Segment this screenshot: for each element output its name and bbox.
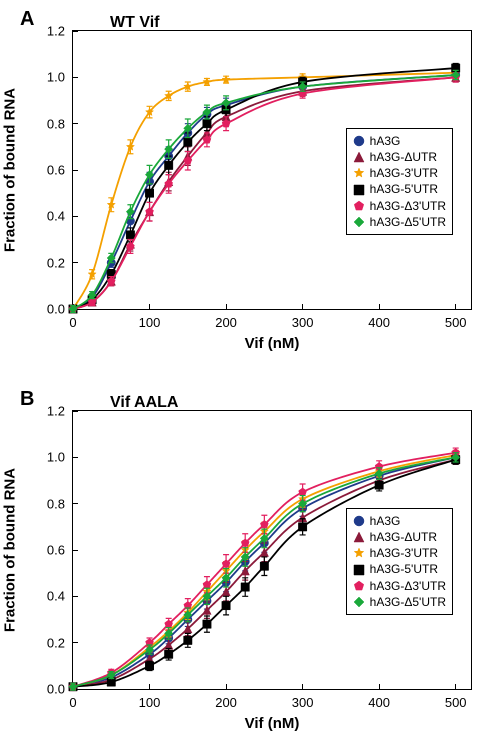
- ylabel-a: Fraction of bound RNA: [2, 88, 19, 252]
- legend-item: hA3G-5'UTR: [353, 561, 446, 577]
- legend-label: hA3G-5'UTR: [370, 561, 438, 577]
- legend-item: hA3G-3'UTR: [353, 545, 446, 561]
- legend-item: hA3G-Δ3'UTR: [353, 198, 446, 214]
- legend-label: hA3G-3'UTR: [370, 165, 438, 181]
- xtick-label: 400: [368, 309, 390, 330]
- legend-item: hA3G-3'UTR: [353, 165, 446, 181]
- ytick-label: 0.2: [47, 255, 73, 270]
- xtick-label: 200: [215, 689, 237, 710]
- legend-label: hA3G-3'UTR: [370, 545, 438, 561]
- xtick-label: 300: [292, 689, 314, 710]
- panel-label-b: B: [20, 388, 34, 411]
- xlabel-a: Vif (nM): [245, 335, 300, 352]
- ytick-label: 0.8: [47, 496, 73, 511]
- legend: hA3GhA3G-ΔUTRhA3G-3'UTRhA3G-5'UTRhA3G-Δ3…: [346, 128, 453, 235]
- ytick-label: 0.2: [47, 635, 73, 650]
- legend-label: hA3G-ΔUTR: [370, 149, 437, 165]
- plot-area-a: 0.00.20.40.60.81.01.20100200300400500hA3…: [72, 30, 472, 310]
- ytick-label: 1.0: [47, 70, 73, 85]
- legend-item: hA3G-Δ5'UTR: [353, 594, 446, 610]
- legend-label: hA3G: [370, 133, 401, 149]
- legend-label: hA3G-ΔUTR: [370, 529, 437, 545]
- legend-label: hA3G-Δ3'UTR: [370, 578, 446, 594]
- xtick-label: 500: [445, 309, 467, 330]
- xtick-label: 300: [292, 309, 314, 330]
- xtick-label: 200: [215, 309, 237, 330]
- legend-item: hA3G: [353, 513, 446, 529]
- legend-label: hA3G-Δ5'UTR: [370, 214, 446, 230]
- legend-item: hA3G: [353, 133, 446, 149]
- xtick-label: 400: [368, 689, 390, 710]
- legend-item: hA3G-Δ5'UTR: [353, 214, 446, 230]
- panel-a: A WT Vif Fraction of bound RNA Vif (nM) …: [0, 0, 500, 370]
- ytick-label: 1.2: [47, 24, 73, 39]
- legend-item: hA3G-5'UTR: [353, 181, 446, 197]
- ytick-label: 0.4: [47, 589, 73, 604]
- ytick-label: 1.2: [47, 404, 73, 419]
- ytick-label: 0.6: [47, 163, 73, 178]
- panel-b: B Vif AALA Fraction of bound RNA Vif (nM…: [0, 380, 500, 750]
- legend-label: hA3G: [370, 513, 401, 529]
- legend-item: hA3G-Δ3'UTR: [353, 578, 446, 594]
- ytick-label: 1.0: [47, 450, 73, 465]
- legend: hA3GhA3G-ΔUTRhA3G-3'UTRhA3G-5'UTRhA3G-Δ3…: [346, 508, 453, 615]
- xtick-label: 0: [69, 689, 76, 710]
- legend-label: hA3G-Δ5'UTR: [370, 594, 446, 610]
- legend-label: hA3G-5'UTR: [370, 181, 438, 197]
- figure: A WT Vif Fraction of bound RNA Vif (nM) …: [0, 0, 500, 751]
- plot-area-b: 0.00.20.40.60.81.01.20100200300400500hA3…: [72, 410, 472, 690]
- ytick-label: 0.6: [47, 543, 73, 558]
- xtick-label: 100: [139, 689, 161, 710]
- ytick-label: 0.4: [47, 209, 73, 224]
- xlabel-b: Vif (nM): [245, 715, 300, 732]
- legend-item: hA3G-ΔUTR: [353, 149, 446, 165]
- xtick-label: 500: [445, 689, 467, 710]
- panel-label-a: A: [20, 8, 34, 31]
- xtick-label: 100: [139, 309, 161, 330]
- legend-item: hA3G-ΔUTR: [353, 529, 446, 545]
- ytick-label: 0.8: [47, 116, 73, 131]
- legend-label: hA3G-Δ3'UTR: [370, 198, 446, 214]
- ylabel-b: Fraction of bound RNA: [2, 468, 19, 632]
